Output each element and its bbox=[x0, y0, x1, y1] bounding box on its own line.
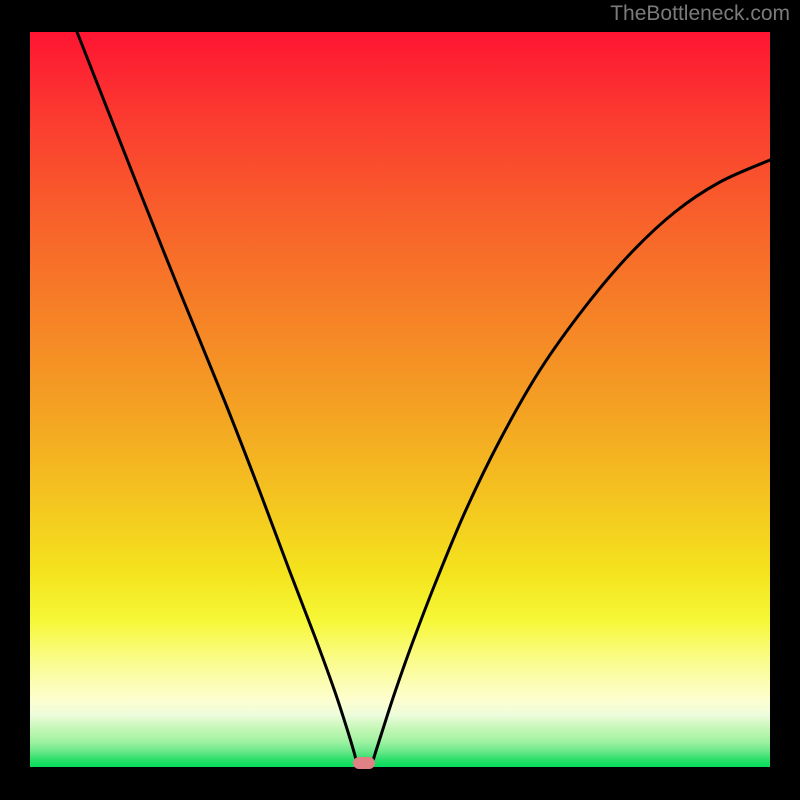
attribution-label: TheBottleneck.com bbox=[610, 2, 790, 26]
optimal-marker bbox=[353, 757, 375, 769]
chart-stage: TheBottleneck.com bbox=[0, 0, 800, 800]
gradient-background bbox=[30, 32, 770, 767]
plot-area bbox=[30, 32, 770, 767]
